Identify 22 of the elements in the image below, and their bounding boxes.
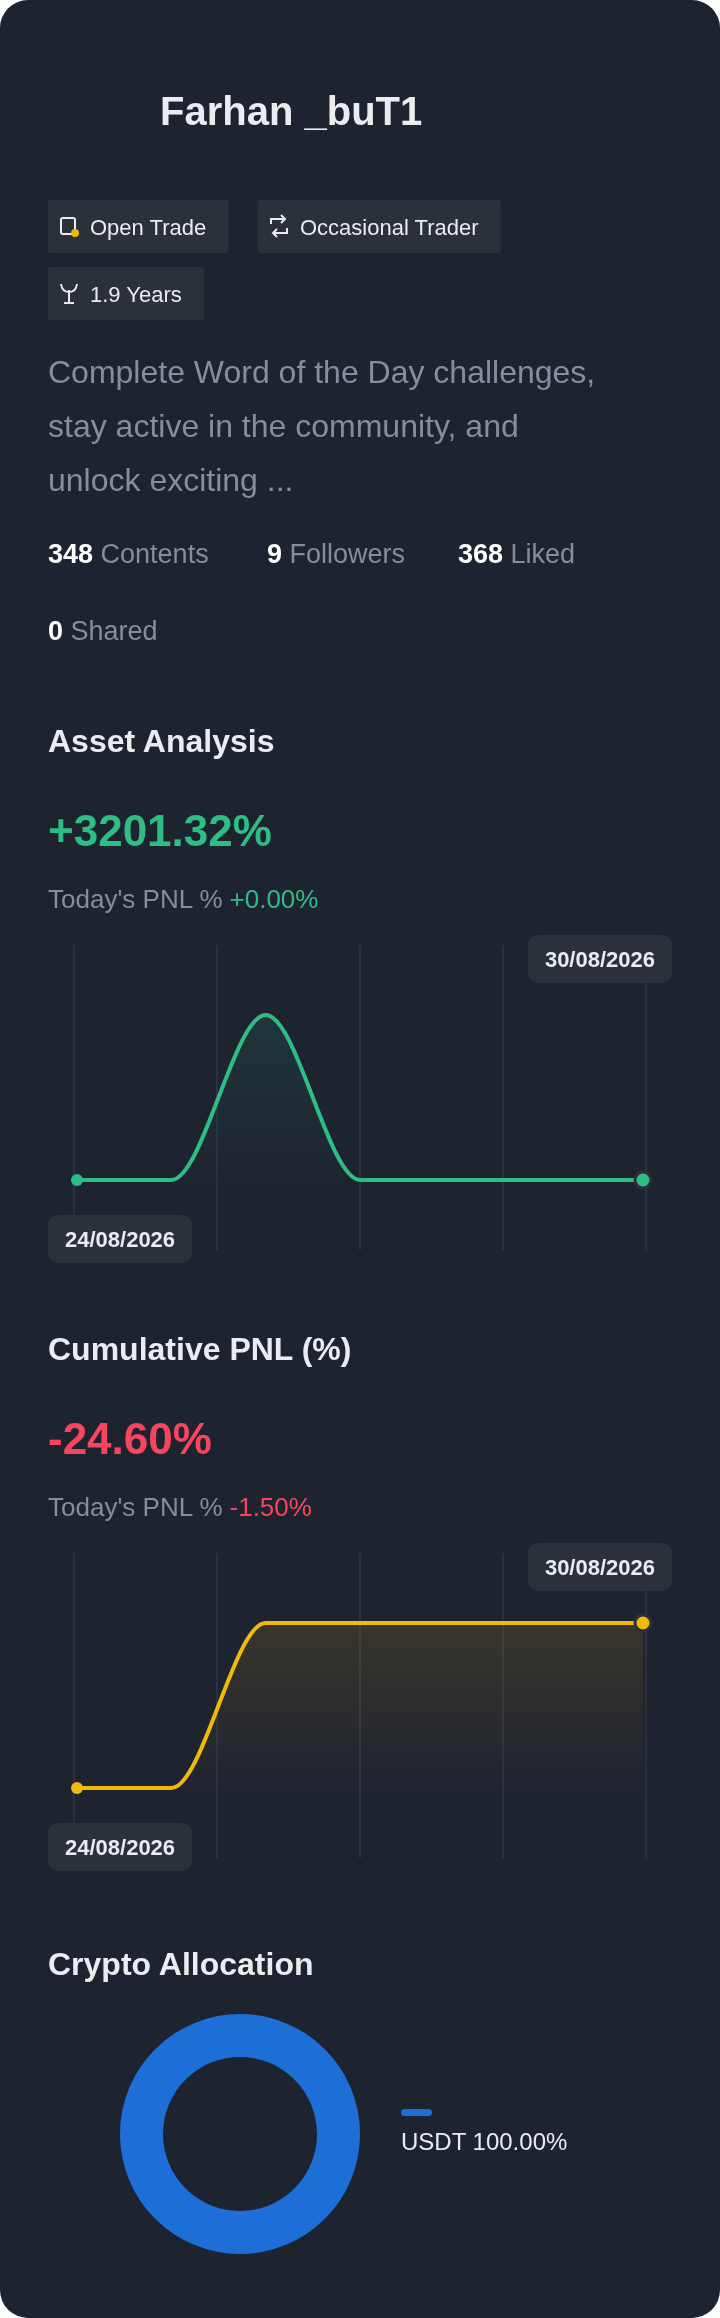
text: Today's PNL % -1.50%	[48, 1492, 312, 1522]
x-tick-label: 24/08/2026	[65, 1227, 176, 1252]
x-tick-label: 30/08/2026	[544, 947, 655, 972]
legend-label: USDT	[401, 2128, 466, 2155]
text: Farhan _buT1	[160, 89, 423, 133]
chart-subtitle: -24.60%	[48, 1414, 212, 1463]
text: Open Trade	[90, 215, 207, 240]
text: Today's PNL % +0.00%	[48, 884, 319, 914]
text: 368 Liked	[458, 539, 576, 569]
text: 0 Shared	[48, 616, 158, 646]
chart-title: Cumulative PNL (%)	[48, 1331, 352, 1367]
text: 9 Followers	[267, 539, 406, 569]
data-label: 100.00%	[472, 2128, 568, 2155]
text: 348 Contents	[48, 539, 209, 569]
chart-title: Asset Analysis	[48, 723, 275, 759]
x-tick-label: 30/08/2026	[544, 1555, 655, 1580]
x-tick-label: 24/08/2026	[65, 1835, 176, 1860]
text: Complete Word of the Day challenges, stay active in the community, and unlock exciting ...	[48, 354, 596, 498]
chart-subtitle: +3201.32%	[48, 806, 272, 855]
text: Occasional Trader	[300, 215, 479, 240]
text: 1.9 Years	[90, 282, 182, 307]
chart-title: Crypto Allocation	[48, 1946, 314, 1982]
